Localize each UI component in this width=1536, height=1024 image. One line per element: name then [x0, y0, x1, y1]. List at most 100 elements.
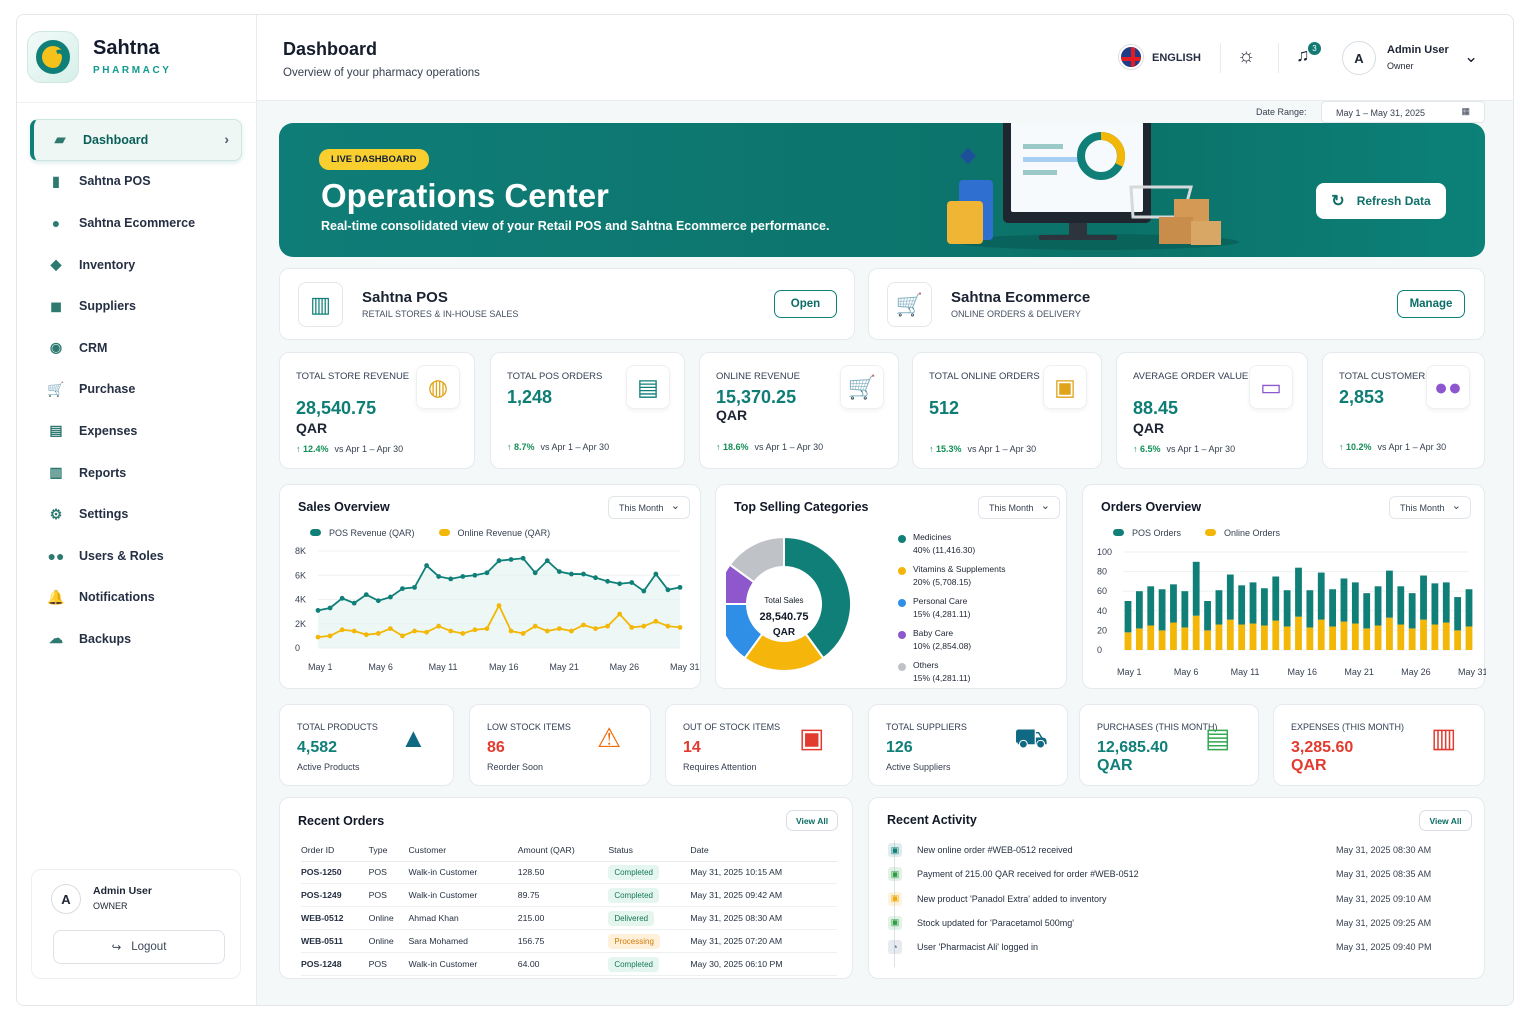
activity-item[interactable]: ▣ Payment of 215.00 QAR received for orde… — [888, 862, 1458, 886]
kpi-card: TOTAL STORE REVENUE 28,540.75 QAR ◍ ↑ 12.4% v… — [279, 352, 475, 469]
notification-bell-icon[interactable]: ♫ — [1296, 45, 1310, 65]
sidebar-item-settings[interactable]: ⚙ Settings — [30, 493, 242, 535]
logout-button[interactable]: ↪ Logout — [53, 930, 225, 964]
sidebar-item-reports[interactable]: ▥ Reports — [30, 452, 242, 494]
summary-caption: Active Suppliers — [886, 762, 951, 772]
x-tick-label: May 1 — [308, 662, 333, 672]
sidebar-item-backups[interactable]: ☁ Backups — [30, 618, 242, 660]
pos-revenue-point — [665, 587, 671, 593]
date-range-picker[interactable]: May 1 – May 31, 2025 ▦ — [1321, 101, 1485, 123]
activity-text: User 'Pharmacist Ali' logged in — [917, 942, 1038, 953]
online-revenue-point — [629, 624, 635, 630]
activity-item[interactable]: ◔ User 'Pharmacist Ali' logged in May 31, … — [888, 935, 1458, 959]
kpi-change: ↑ 18.6% vs Apr 1 – Apr 30 — [716, 442, 823, 452]
legend-swatch — [310, 529, 321, 536]
pos-orders-bar — [1170, 584, 1177, 623]
x-tick-label: May 16 — [1288, 667, 1318, 677]
sidebar-item-label: Sahtna POS — [79, 174, 151, 189]
category-name: Personal Care — [913, 596, 968, 606]
money-icon: ▰ — [54, 131, 66, 148]
status-badge: Completed — [608, 887, 659, 903]
table-row[interactable]: WEB-0512 Online Ahmad Khan 215.00 Delivered M… — [301, 906, 837, 931]
legend-swatch — [1113, 529, 1124, 536]
online-orders-bar — [1374, 625, 1382, 650]
category-legend-item: Personal Care 15% (4,281.11) — [898, 595, 1063, 627]
chevron-down-icon[interactable]: ⌄ — [1464, 47, 1479, 66]
language-selector[interactable]: ENGLISH — [1152, 52, 1201, 64]
pos-orders-bar — [1329, 589, 1336, 627]
y-tick-label: 60 — [1097, 586, 1107, 596]
header-user-role: Owner — [1387, 61, 1414, 71]
online-revenue-point — [327, 633, 333, 639]
recent-orders-title: Recent Orders — [298, 814, 385, 828]
online-revenue-point — [315, 634, 321, 640]
sidebar-item-crm[interactable]: ◉ CRM — [30, 327, 242, 369]
summary-card: TOTAL SUPPLIERS 126 Active Suppliers ⛟ — [868, 704, 1068, 786]
online-revenue-point — [593, 626, 598, 631]
category-legend: Medicines 40% (11,416.30) Vitamins & Suppl… — [898, 531, 1063, 691]
table-row[interactable]: POS-1248 POS Walk-in Customer 64.00 Complete… — [301, 952, 837, 976]
sidebar-item-inventory[interactable]: ◆ Inventory — [30, 244, 242, 286]
online-orders-bar — [1454, 630, 1462, 650]
legend-item-pos-orders: POS Orders — [1113, 528, 1181, 538]
pos-revenue-point — [400, 586, 405, 591]
activity-time: May 31, 2025 09:25 AM — [1336, 917, 1432, 928]
pos-orders-bar — [1374, 586, 1382, 626]
sidebar-item-suppliers[interactable]: ◼ Suppliers — [30, 285, 242, 327]
theme-toggle-icon[interactable]: ☼ — [1237, 45, 1256, 67]
online-orders-bar — [1408, 628, 1416, 650]
recent-orders-view-all-button[interactable]: View All — [786, 810, 838, 831]
online-orders-bar — [1340, 621, 1348, 650]
sidebar-item-dashboard[interactable]: ▰ Dashboard › — [30, 119, 242, 161]
sidebar-item-expenses[interactable]: ▤ Expenses — [30, 410, 242, 452]
activity-item[interactable]: ▣ New online order #WEB-0512 received May … — [888, 838, 1458, 862]
sidebar-item-purchase[interactable]: 🛒 Purchase — [30, 369, 242, 411]
pos-revenue-point — [388, 594, 393, 600]
activity-time: May 31, 2025 08:35 AM — [1336, 869, 1432, 880]
pos-revenue-point — [532, 570, 538, 576]
sidebar-item-notifications[interactable]: 🔔 Notifications — [30, 577, 242, 619]
suppliers-icon: ◼ — [50, 297, 62, 314]
y-tick-label: 20 — [1097, 625, 1107, 635]
table-cell: WEB-0512 — [301, 906, 369, 931]
category-legend-item: Others 15% (4,281.11) — [898, 659, 1063, 691]
activity-text: New online order #WEB-0512 received — [917, 845, 1073, 855]
chart-title: Orders Overview — [1101, 500, 1202, 514]
pos-orders-bar — [1306, 590, 1314, 628]
online-revenue-point — [677, 624, 683, 630]
online-orders-bar — [1329, 626, 1336, 650]
table-head: Order ID Type Customer Amount (QAR) Status Da… — [301, 840, 837, 862]
table-row[interactable]: POS-1250 POS Walk-in Customer 128.50 Complet… — [301, 861, 837, 885]
sidebar-item-sahtna-pos[interactable]: ▮ Sahtna POS — [30, 161, 242, 203]
activity-item[interactable]: ▣ Stock updated for 'Paracetamol 500mg' Ma… — [888, 911, 1458, 935]
online-orders-bar — [1363, 628, 1371, 650]
summary-caption: QAR — [1097, 757, 1133, 774]
manage-ecommerce-button[interactable]: Manage — [1397, 290, 1465, 318]
sales-period-select[interactable]: This Month — [608, 496, 690, 519]
kpi-label: TOTAL ONLINE ORDERS — [929, 371, 1040, 382]
table-row[interactable]: POS-1249 POS Walk-in Customer 89.75 Complete… — [301, 883, 837, 908]
activity-item[interactable]: ▣ New product 'Panadol Extra' added to in… — [888, 887, 1458, 911]
header-avatar[interactable]: A — [1342, 41, 1376, 75]
pos-revenue-point — [496, 558, 502, 564]
sidebar-item-users-roles[interactable]: ●● Users & Roles — [30, 535, 242, 577]
pos-orders-bar — [1397, 586, 1405, 625]
legend-swatch — [1205, 529, 1217, 536]
sidebar-item-sahtna-ecommerce[interactable]: ● Sahtna Ecommerce — [30, 202, 242, 244]
summary-card: EXPENSES (THIS MONTH) 3,285.60 QAR ▥ — [1273, 704, 1485, 786]
online-orders-bar — [1204, 630, 1211, 650]
refresh-data-button[interactable]: ↻ Refresh Data — [1316, 183, 1446, 219]
pos-revenue-point — [520, 555, 526, 561]
monitor-screen — [1011, 123, 1143, 212]
pos-revenue-point — [641, 588, 647, 594]
hero-description: Real-time consolidated view of your Reta… — [321, 219, 830, 233]
pos-orders-bar — [1158, 589, 1166, 631]
categories-period-select[interactable]: This Month — [978, 496, 1060, 519]
orders-period-select[interactable]: This Month — [1389, 496, 1471, 519]
donut-center-text: QAR — [773, 627, 796, 638]
open-pos-button[interactable]: Open — [774, 290, 837, 318]
x-tick-label: May 21 — [549, 662, 579, 672]
expense-icon: ▥ — [1431, 723, 1457, 753]
recent-activity-view-all-button[interactable]: View All — [1419, 810, 1472, 831]
table-row[interactable]: WEB-0511 Online Sara Mohamed 156.75 Processi… — [301, 929, 837, 954]
